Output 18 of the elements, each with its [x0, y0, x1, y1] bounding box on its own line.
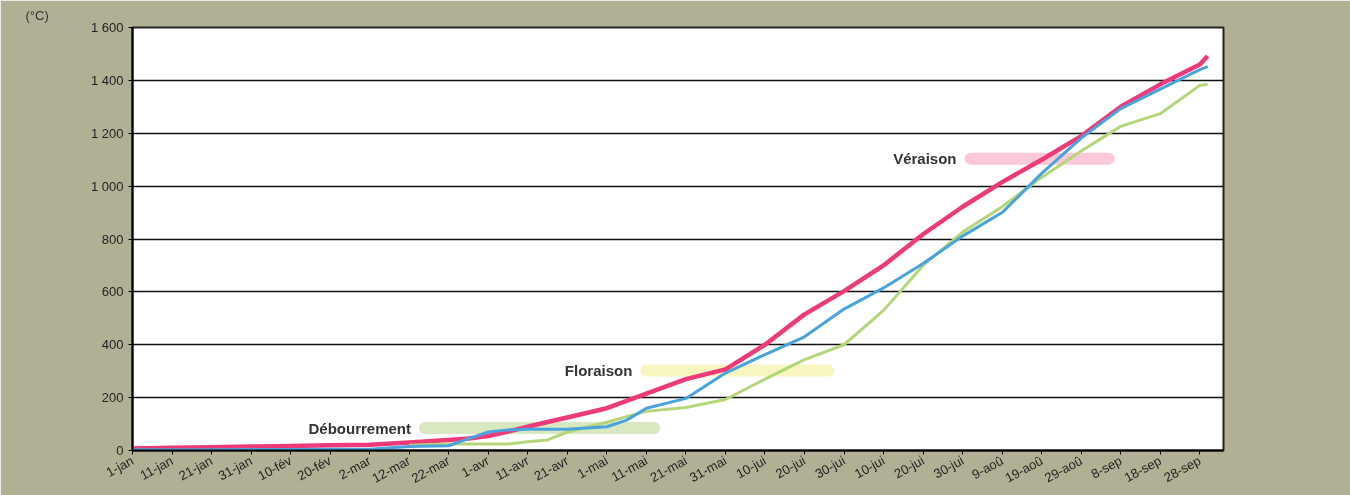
- y-tick-label: 1 400: [90, 72, 124, 88]
- y-tick-label: 1 600: [90, 20, 124, 35]
- series-label: Débourrement: [308, 419, 412, 437]
- x-tick-label: 9-aoû: [969, 452, 1006, 483]
- y-tick-label: 200: [101, 390, 124, 406]
- y-tick-label: 600: [101, 284, 124, 300]
- x-tick-label: 31-jan: [215, 452, 255, 484]
- series-label: Véraison: [893, 150, 957, 168]
- series-label: Floraison: [564, 361, 633, 379]
- y-tick-label: 0: [116, 443, 124, 458]
- x-tick-label: 11-jan: [137, 452, 176, 483]
- y-tick-label: 800: [101, 231, 124, 247]
- y-tick-label: 1 200: [90, 125, 124, 141]
- x-tick-label: 8-sep: [1088, 452, 1125, 482]
- x-tick-label: 1-avr: [458, 452, 493, 481]
- y-axis-title: (°C): [25, 7, 49, 23]
- y-tick-label: 1 000: [90, 178, 124, 194]
- y-tick-label: 400: [101, 337, 124, 353]
